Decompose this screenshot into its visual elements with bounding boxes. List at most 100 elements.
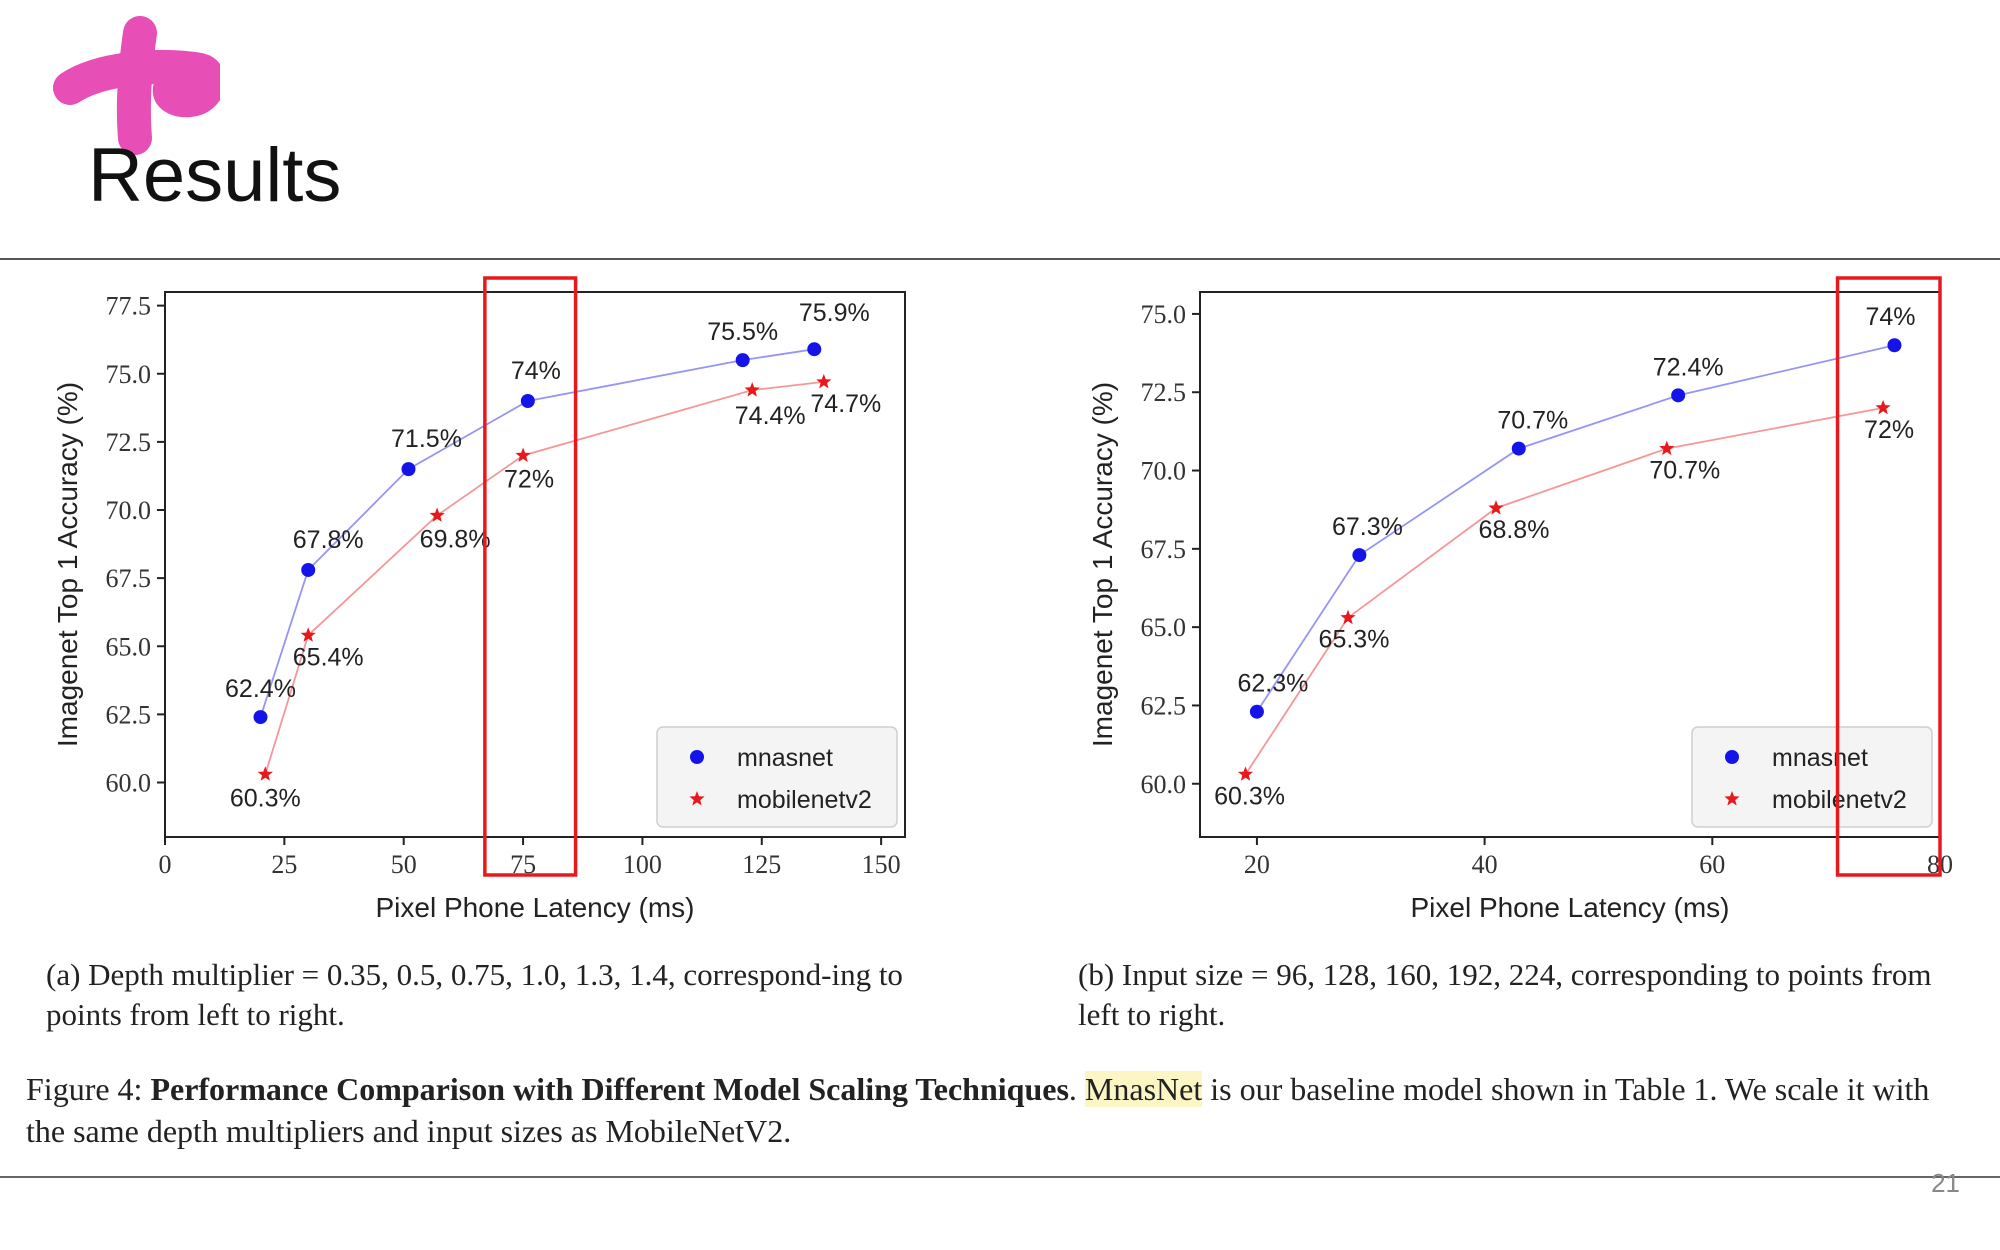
mnasnet-data-label: 75.5% — [707, 318, 778, 346]
chart-a-svg: 0 25 50 75 100 125 15060.062.565.067.570.072.5… — [52, 276, 906, 923]
y-axis-label: Imagenet Top 1 Accuracy (%) — [1087, 382, 1118, 747]
y-tick-label: 77.5 — [106, 292, 152, 321]
page-number: 21 — [1931, 1168, 1960, 1198]
mobilenetv2-data-label: 65.3% — [1319, 626, 1390, 654]
figure-caption-mid: . — [1068, 1071, 1085, 1107]
x-tick-label: 25 — [271, 850, 297, 879]
figure-caption-prefix: Figure 4: — [26, 1071, 151, 1107]
chart-b-svg: 20 40 60 8060.062.565.067.570.072.575.0Pixe… — [1087, 276, 1953, 923]
mobilenetv2-point — [300, 627, 316, 642]
mobilenetv2-data-label: 60.3% — [230, 784, 301, 812]
legend-box — [1691, 726, 1933, 828]
mnasnet-data-label: 71.5% — [391, 425, 462, 453]
mnasnet-data-label: 62.4% — [225, 675, 296, 703]
y-tick-label: 65.0 — [106, 632, 152, 661]
y-tick-label: 75.0 — [106, 360, 152, 389]
mobilenetv2-point — [816, 373, 832, 389]
mnasnet-point — [1352, 548, 1367, 563]
caption-b: (b) Input size = 96, 128, 160, 192, 224,… — [1078, 957, 1932, 1032]
chart-input-size: 20 40 60 80 60.0 62.5 65.0 67.5 70.0 72.5 75.0 Pixe… — [1075, 270, 1955, 940]
top-divider — [0, 258, 2000, 260]
mnasnet-line — [259, 348, 815, 718]
mnasnet-data-label: 67.3% — [1332, 513, 1403, 541]
y-tick-label: 75.0 — [1141, 300, 1187, 329]
legend-marker-mnasnet — [690, 750, 704, 764]
x-tick-label: 0 — [159, 850, 172, 879]
slide-title: Results — [88, 133, 342, 218]
mnasnet-data-label: 75.9% — [799, 299, 870, 327]
figure-caption-rest: is our baseline model shown in Table 1. … — [26, 1071, 1930, 1149]
mobilenetv2-point — [1340, 609, 1356, 625]
y-tick-label: 60.0 — [1141, 770, 1187, 799]
mnasnet-point — [1511, 441, 1526, 456]
legend-label-mnasnet: mnasnet — [737, 744, 833, 772]
mobilenetv2-data-label: 65.4% — [293, 643, 364, 671]
figure-caption-bold: Performance Comparison with Different Mo… — [150, 1071, 1069, 1107]
x-tick-label: 150 — [862, 850, 901, 879]
legend-label-mobilenetv2: mobilenetv2 — [737, 786, 872, 814]
mnasnet-point — [735, 353, 750, 368]
chart-depth-multiplier: 0 25 50 75 100 125 150 60.0 62.5 65.0 67.5 70.0 72.5… — [40, 270, 920, 940]
x-tick-label: 20 — [1244, 850, 1270, 879]
mobilenetv2-point — [1875, 399, 1891, 415]
legend-marker-mobilenetv2 — [689, 791, 705, 806]
mnasnet-point — [1887, 338, 1902, 353]
brand-logo — [53, 16, 220, 155]
y-tick-label: 62.5 — [1141, 691, 1187, 720]
mnasnet-point — [520, 394, 535, 408]
mobilenetv2-data-label: 72% — [504, 466, 554, 494]
mobilenetv2-point — [1659, 440, 1675, 456]
mobilenetv2-line — [264, 381, 824, 775]
y-tick-label: 70.0 — [1141, 457, 1187, 486]
caption-a: (a) Depth multiplier = 0.35, 0.5, 0.75, … — [46, 957, 903, 1032]
mobilenetv2-point — [1237, 766, 1254, 781]
mobilenetv2-data-label: 72% — [1864, 416, 1914, 444]
figure-caption: Figure 4: Performance Comparison with Di… — [26, 1068, 1976, 1152]
mnasnet-data-label: 70.7% — [1497, 407, 1568, 435]
legend-box — [656, 726, 898, 828]
mnasnet-point — [1249, 704, 1264, 719]
y-axis-label: Imagenet Top 1 Accuracy (%) — [52, 382, 83, 747]
x-tick-label: 40 — [1472, 850, 1498, 879]
legend-label-mnasnet: mnasnet — [1772, 744, 1868, 772]
figure-caption-highlight: MnasNet — [1084, 1071, 1203, 1107]
mnasnet-data-label: 74% — [511, 357, 561, 385]
mnasnet-point — [807, 342, 822, 357]
legend-marker-mobilenetv2 — [1724, 791, 1740, 806]
mnasnet-data-label: 67.8% — [293, 526, 364, 554]
mobilenetv2-data-label: 69.8% — [420, 525, 491, 553]
mnasnet-point — [1671, 388, 1686, 403]
y-tick-label: 60.0 — [106, 769, 152, 798]
x-tick-label: 100 — [623, 850, 662, 879]
y-tick-label: 72.5 — [1141, 378, 1187, 407]
mnasnet-point — [253, 710, 268, 725]
mobilenetv2-data-label: 70.7% — [1649, 457, 1720, 485]
mobilenetv2-data-label: 60.3% — [1214, 782, 1285, 810]
y-tick-label: 67.5 — [1141, 535, 1187, 564]
bottom-divider — [0, 1176, 2000, 1178]
y-tick-label: 62.5 — [106, 700, 152, 729]
mobilenetv2-data-label: 74.4% — [735, 402, 806, 430]
x-axis-label: Pixel Phone Latency (ms) — [375, 892, 694, 923]
y-tick-label: 65.0 — [1141, 613, 1187, 642]
highlight-box — [483, 276, 578, 877]
legend-marker-mnasnet — [1725, 750, 1739, 764]
mobilenetv2-point — [429, 507, 445, 522]
mobilenetv2-point — [257, 766, 273, 781]
mnasnet-data-label: 72.4% — [1653, 353, 1724, 381]
legend-label-mobilenetv2: mobilenetv2 — [1772, 786, 1907, 814]
mnasnet-data-label: 74% — [1865, 303, 1915, 331]
y-tick-label: 70.0 — [106, 496, 152, 525]
x-axis-label: Pixel Phone Latency (ms) — [1410, 892, 1729, 923]
mnasnet-point — [301, 562, 316, 577]
mobilenetv2-data-label: 68.8% — [1479, 516, 1550, 544]
logo-stroke — [53, 50, 220, 118]
x-tick-label: 125 — [742, 850, 781, 879]
mobilenetv2-point — [1488, 500, 1504, 515]
x-tick-label: 60 — [1699, 850, 1725, 879]
logo-stroke-vertical — [116, 16, 157, 155]
mobilenetv2-point — [744, 382, 760, 397]
x-tick-label: 50 — [391, 850, 417, 879]
y-tick-label: 67.5 — [106, 564, 152, 593]
